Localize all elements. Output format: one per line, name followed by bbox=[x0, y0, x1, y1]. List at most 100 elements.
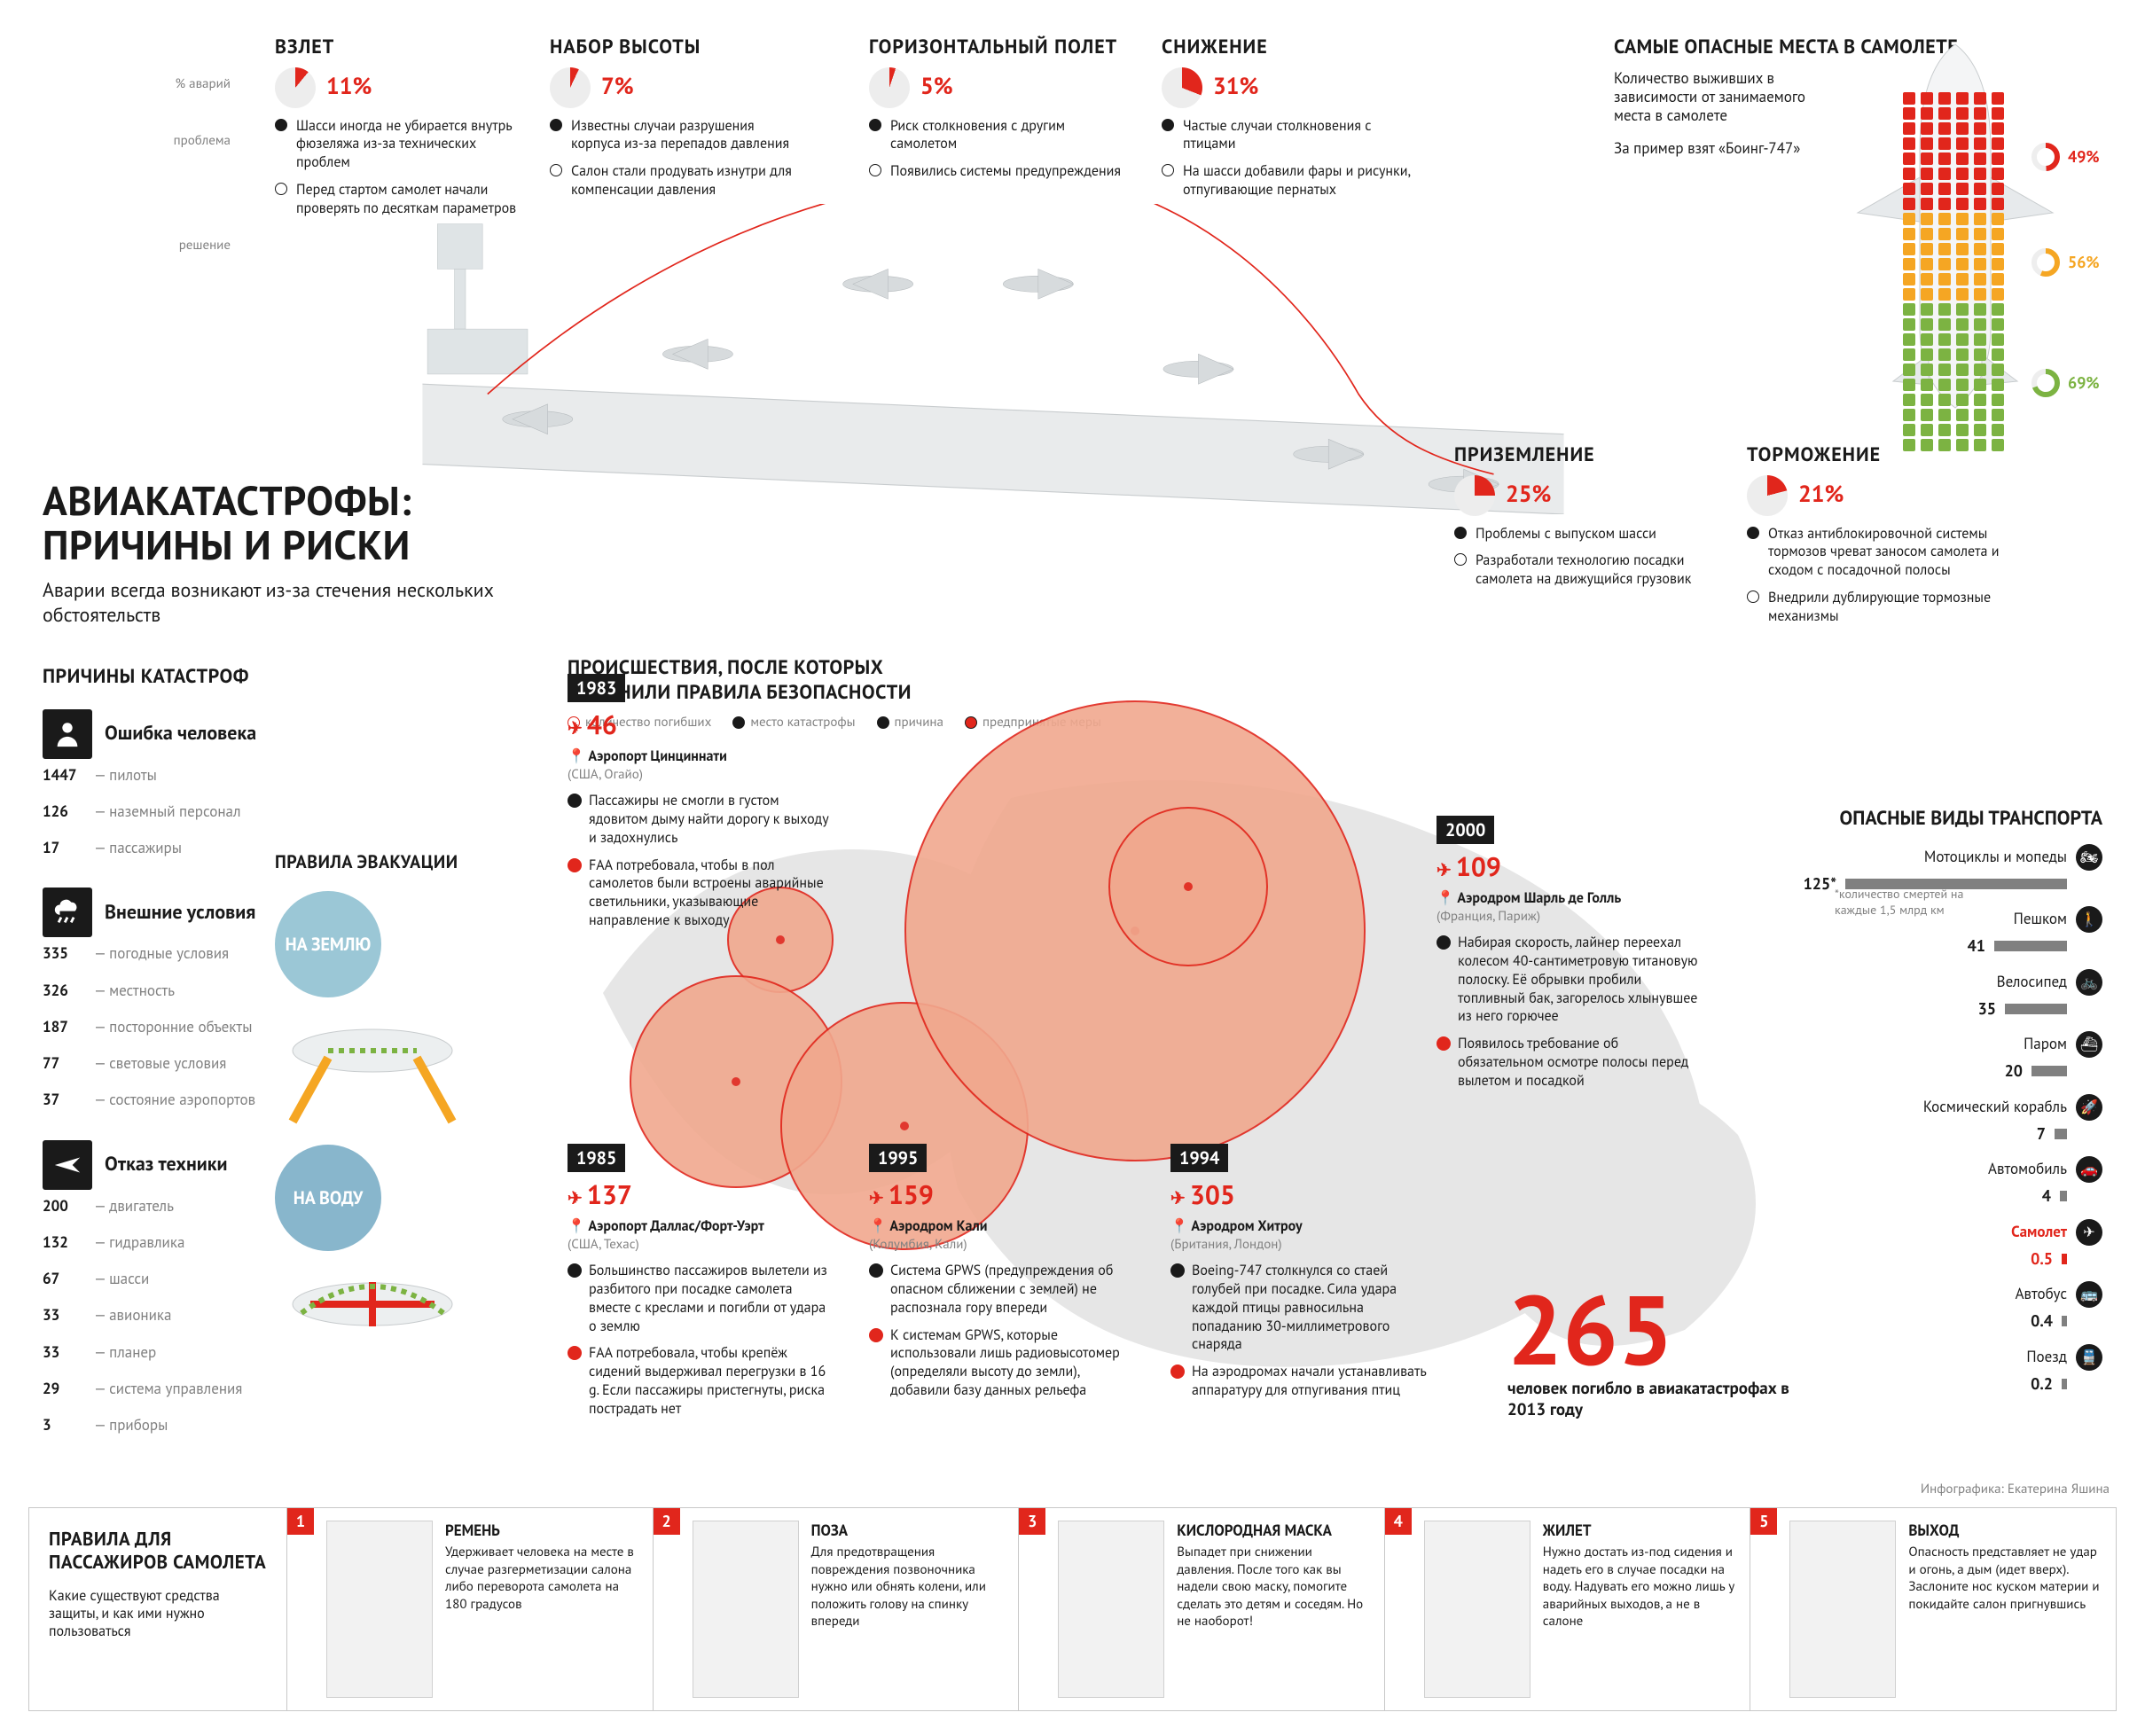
rule-step-illustration bbox=[693, 1521, 799, 1698]
transport-value: 0.5 bbox=[2014, 1249, 2053, 1270]
seat bbox=[1938, 409, 1951, 421]
seat bbox=[1992, 394, 2004, 406]
seat bbox=[1956, 348, 1969, 361]
rule-step-title: ВЫХОД bbox=[1908, 1521, 2103, 1540]
seat bbox=[1938, 288, 1951, 301]
rule-step-number: 5 bbox=[1750, 1508, 1777, 1535]
seat-zone-label: 69% bbox=[2031, 368, 2100, 398]
cause-bar bbox=[43, 1002, 115, 1011]
seat bbox=[1974, 424, 1986, 436]
seat bbox=[1921, 258, 1933, 270]
bullet-icon bbox=[869, 164, 881, 176]
transport-bar bbox=[2055, 1129, 2067, 1139]
phase-title: ВЗЛЕТ bbox=[275, 35, 532, 60]
transport-row: Самолет ✈ bbox=[1730, 1219, 2102, 1246]
seat-row bbox=[1903, 364, 2004, 376]
seat bbox=[1938, 379, 1951, 391]
cause-value: 200 bbox=[43, 1197, 85, 1216]
seat bbox=[1938, 168, 1951, 180]
seat bbox=[1921, 213, 1933, 225]
transport-bar bbox=[2031, 1066, 2067, 1076]
evac-block: ПРАВИЛА ЭВАКУАЦИИ НА ЗЕМЛЮ НА ВОДУ bbox=[275, 851, 505, 1397]
seat bbox=[1974, 409, 1986, 421]
phase-pct: 31% bbox=[1213, 73, 1258, 102]
seat bbox=[1992, 409, 2004, 421]
phase-pct: 25% bbox=[1506, 481, 1551, 510]
seat-row bbox=[1903, 258, 2004, 270]
cause-row: 1447 — пилоты bbox=[43, 766, 459, 785]
phase-title: СНИЖЕНИЕ bbox=[1162, 35, 1419, 60]
seat bbox=[1974, 168, 1986, 180]
transport-bar-row: 4 bbox=[1730, 1186, 2102, 1207]
seat bbox=[1938, 137, 1951, 150]
incident-deaths: ✈ 305 bbox=[1170, 1177, 1437, 1212]
cause-value: 132 bbox=[43, 1233, 85, 1252]
cause-row-label: — пилоты bbox=[94, 766, 157, 785]
seat-row bbox=[1903, 409, 2004, 421]
cause-value: 126 bbox=[43, 802, 85, 821]
seat bbox=[1992, 198, 2004, 210]
seat bbox=[1921, 439, 1933, 451]
seat-row bbox=[1903, 243, 2004, 255]
phase-braking: ТОРМОЖЕНИЕ 21% Отказ антиблокировочной с… bbox=[1747, 443, 2004, 625]
bullet-icon bbox=[1747, 590, 1759, 603]
cause-row-label: — авионика bbox=[94, 1306, 171, 1325]
incident-year: 1983 bbox=[568, 674, 625, 702]
transport-value: 125* bbox=[1797, 874, 1836, 895]
cause-value: 326 bbox=[43, 981, 85, 1000]
seat bbox=[1992, 107, 2004, 120]
incident-location-sub: (США, Огайо) bbox=[568, 766, 834, 784]
transport-bar bbox=[1994, 941, 2067, 951]
cause-bar bbox=[43, 786, 364, 795]
seat bbox=[1903, 379, 1915, 391]
phase-solution: На шасси добавили фары и рисунки, отпуги… bbox=[1183, 162, 1419, 199]
seat bbox=[1956, 439, 1969, 451]
seat bbox=[1938, 424, 1951, 436]
seat bbox=[1974, 92, 1986, 105]
incident-year: 2000 bbox=[1437, 816, 1494, 844]
seat bbox=[1921, 183, 1933, 195]
phase-solution: Внедрили дублирующие тормозные механизмы bbox=[1768, 589, 2004, 626]
cause-bar bbox=[43, 1327, 50, 1336]
bullet-icon bbox=[1454, 527, 1467, 539]
cause-value: 67 bbox=[43, 1270, 85, 1288]
transport-icon: ⛴ bbox=[2076, 1031, 2102, 1058]
phase-pct: 11% bbox=[326, 73, 372, 102]
phase-solution: Разработали технологию посадки самолета … bbox=[1476, 551, 1711, 589]
phase-cruise: ГОРИЗОНТАЛЬНЫЙ ПОЛЕТ 5% Риск столкновени… bbox=[869, 35, 1126, 181]
incident-1995: 1995 ✈ 159 📍 Аэродром Кали (Колумбия, Ка… bbox=[869, 1144, 1135, 1400]
seat bbox=[1938, 122, 1951, 135]
seat-zone-pct: 69% bbox=[2068, 373, 2100, 394]
cause-row-label: — световые условия bbox=[94, 1054, 226, 1073]
seat bbox=[1903, 439, 1915, 451]
seat bbox=[1903, 243, 1915, 255]
cause-row-label: — наземный персонал bbox=[94, 802, 241, 821]
seat bbox=[1938, 348, 1951, 361]
seat bbox=[1903, 228, 1915, 240]
seat bbox=[1921, 168, 1933, 180]
rule-step-title: КИСЛОРОДНАЯ МАСКА bbox=[1177, 1521, 1372, 1540]
rule-step-text: КИСЛОРОДНАЯ МАСКАВыпадет при снижении да… bbox=[1177, 1521, 1372, 1698]
phase-pie-icon bbox=[550, 67, 591, 108]
rule-step-3: 3 КИСЛОРОДНАЯ МАСКАВыпадет при снижении … bbox=[1018, 1508, 1384, 1710]
seat bbox=[1903, 213, 1915, 225]
big265-number: 265 bbox=[1507, 1286, 1791, 1373]
evac-badge-water: НА ВОДУ bbox=[275, 1145, 381, 1251]
seat-row bbox=[1903, 439, 2004, 451]
seat bbox=[1903, 168, 1915, 180]
rule-step-5: 5 ВЫХОДОпасность представляет не удар и … bbox=[1750, 1508, 2116, 1710]
seat bbox=[1938, 107, 1951, 120]
incident-action: FAA потребовала, чтобы крепёж сидений вы… bbox=[589, 1344, 834, 1418]
incident-1983: 1983 ✈ 46 📍 Аэропорт Цинциннати (США, Ог… bbox=[568, 674, 834, 930]
cause-label: Отказ техники bbox=[105, 1153, 228, 1177]
cause-value: 29 bbox=[43, 1380, 85, 1398]
cause-value: 33 bbox=[43, 1343, 85, 1362]
phase-landing: ПРИЗЕМЛЕНИЕ 25% Проблемы с выпуском шасс… bbox=[1454, 443, 1711, 589]
transport-name: Автобус bbox=[1907, 1285, 2067, 1303]
seat bbox=[1992, 92, 2004, 105]
incident-cause: Набирая скорость, лайнер переехал колесо… bbox=[1458, 934, 1703, 1026]
phase-takeoff: ВЗЛЕТ 11% Шасси иногда не убирается внут… bbox=[275, 35, 532, 217]
seat bbox=[1956, 92, 1969, 105]
human-icon bbox=[43, 709, 92, 759]
incident-location-sub: (США, Техас) bbox=[568, 1236, 834, 1254]
